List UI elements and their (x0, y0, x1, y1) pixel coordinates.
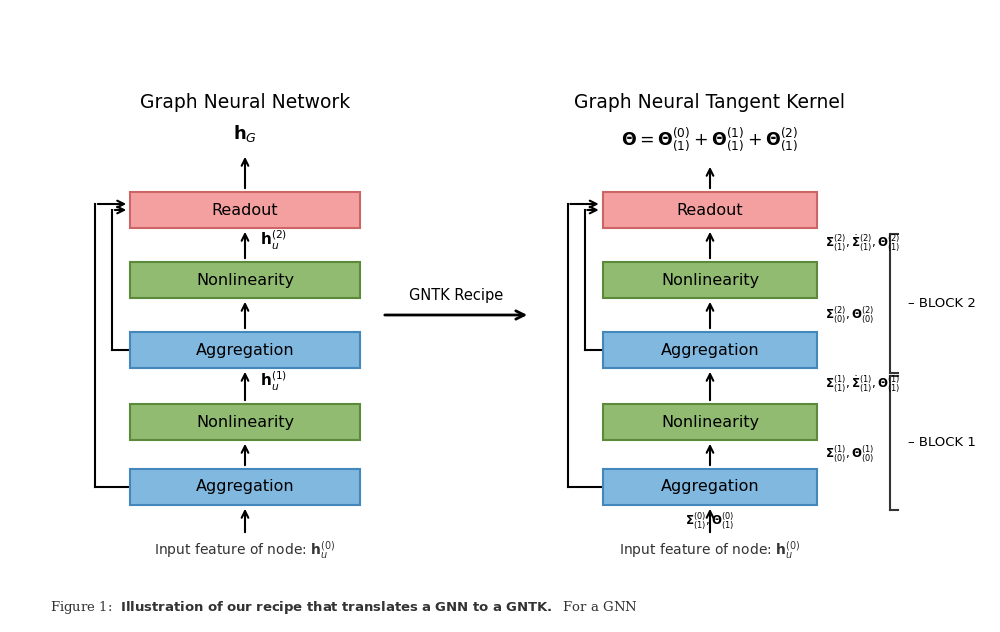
Text: $\boldsymbol{\Sigma}_{(0)}^{(2)}, \boldsymbol{\Theta}_{(0)}^{(2)}$: $\boldsymbol{\Sigma}_{(0)}^{(2)}, \bolds… (825, 304, 875, 325)
Text: Readout: Readout (212, 202, 278, 217)
FancyBboxPatch shape (130, 404, 360, 440)
Text: Nonlinearity: Nonlinearity (661, 272, 759, 288)
Text: Nonlinearity: Nonlinearity (661, 415, 759, 430)
Text: Nonlinearity: Nonlinearity (196, 415, 294, 430)
FancyBboxPatch shape (602, 262, 817, 298)
Text: $\boldsymbol{\Sigma}_{(1)}^{(1)}, \dot{\boldsymbol{\Sigma}}_{(1)}^{(1)}, \boldsy: $\boldsymbol{\Sigma}_{(1)}^{(1)}, \dot{\… (825, 374, 901, 395)
Text: Figure 1:  $\mathbf{Illustration\ of\ our\ recipe\ that\ translates\ a\ GNN\ to\: Figure 1: $\mathbf{Illustration\ of\ our… (50, 599, 638, 616)
Text: $\mathbf{h}_G$: $\mathbf{h}_G$ (233, 123, 257, 144)
FancyBboxPatch shape (130, 262, 360, 298)
Text: $\mathbf{\Theta} = \mathbf{\Theta}_{(1)}^{(0)} + \mathbf{\Theta}_{(1)}^{(1)} + \: $\mathbf{\Theta} = \mathbf{\Theta}_{(1)}… (621, 126, 799, 154)
Text: $\mathbf{h}_u^{(2)}$: $\mathbf{h}_u^{(2)}$ (260, 228, 287, 252)
FancyBboxPatch shape (130, 332, 360, 368)
Text: Graph Neural Network: Graph Neural Network (140, 92, 350, 111)
Text: – BLOCK 1: – BLOCK 1 (908, 437, 976, 449)
Text: Aggregation: Aggregation (661, 480, 759, 494)
FancyBboxPatch shape (130, 192, 360, 228)
Text: Aggregation: Aggregation (196, 480, 294, 494)
Text: Readout: Readout (677, 202, 743, 217)
Text: Graph Neural Tangent Kernel: Graph Neural Tangent Kernel (574, 92, 846, 111)
FancyBboxPatch shape (602, 332, 817, 368)
Text: – BLOCK 2: – BLOCK 2 (908, 297, 976, 310)
FancyBboxPatch shape (130, 469, 360, 505)
Text: $\boldsymbol{\Sigma}_{(1)}^{(2)}, \dot{\boldsymbol{\Sigma}}_{(1)}^{(2)}, \boldsy: $\boldsymbol{\Sigma}_{(1)}^{(2)}, \dot{\… (825, 233, 901, 253)
Text: $\mathbf{h}_u^{(1)}$: $\mathbf{h}_u^{(1)}$ (260, 369, 287, 392)
FancyBboxPatch shape (602, 192, 817, 228)
Text: $\boldsymbol{\Sigma}_{(1)}^{(0)}, \boldsymbol{\Theta}_{(1)}^{(0)}$: $\boldsymbol{\Sigma}_{(1)}^{(0)}, \bolds… (685, 510, 735, 532)
Text: Input feature of node: $\mathbf{h}_u^{(0)}$: Input feature of node: $\mathbf{h}_u^{(0… (619, 539, 801, 561)
Text: Aggregation: Aggregation (196, 343, 294, 358)
Text: Aggregation: Aggregation (661, 343, 759, 358)
Text: GNTK Recipe: GNTK Recipe (409, 288, 503, 303)
FancyBboxPatch shape (602, 469, 817, 505)
Text: Input feature of node: $\mathbf{h}_u^{(0)}$: Input feature of node: $\mathbf{h}_u^{(0… (154, 539, 336, 561)
Text: $\boldsymbol{\Sigma}_{(0)}^{(1)}, \boldsymbol{\Theta}_{(0)}^{(1)}$: $\boldsymbol{\Sigma}_{(0)}^{(1)}, \bolds… (825, 444, 875, 465)
Text: Nonlinearity: Nonlinearity (196, 272, 294, 288)
FancyBboxPatch shape (602, 404, 817, 440)
